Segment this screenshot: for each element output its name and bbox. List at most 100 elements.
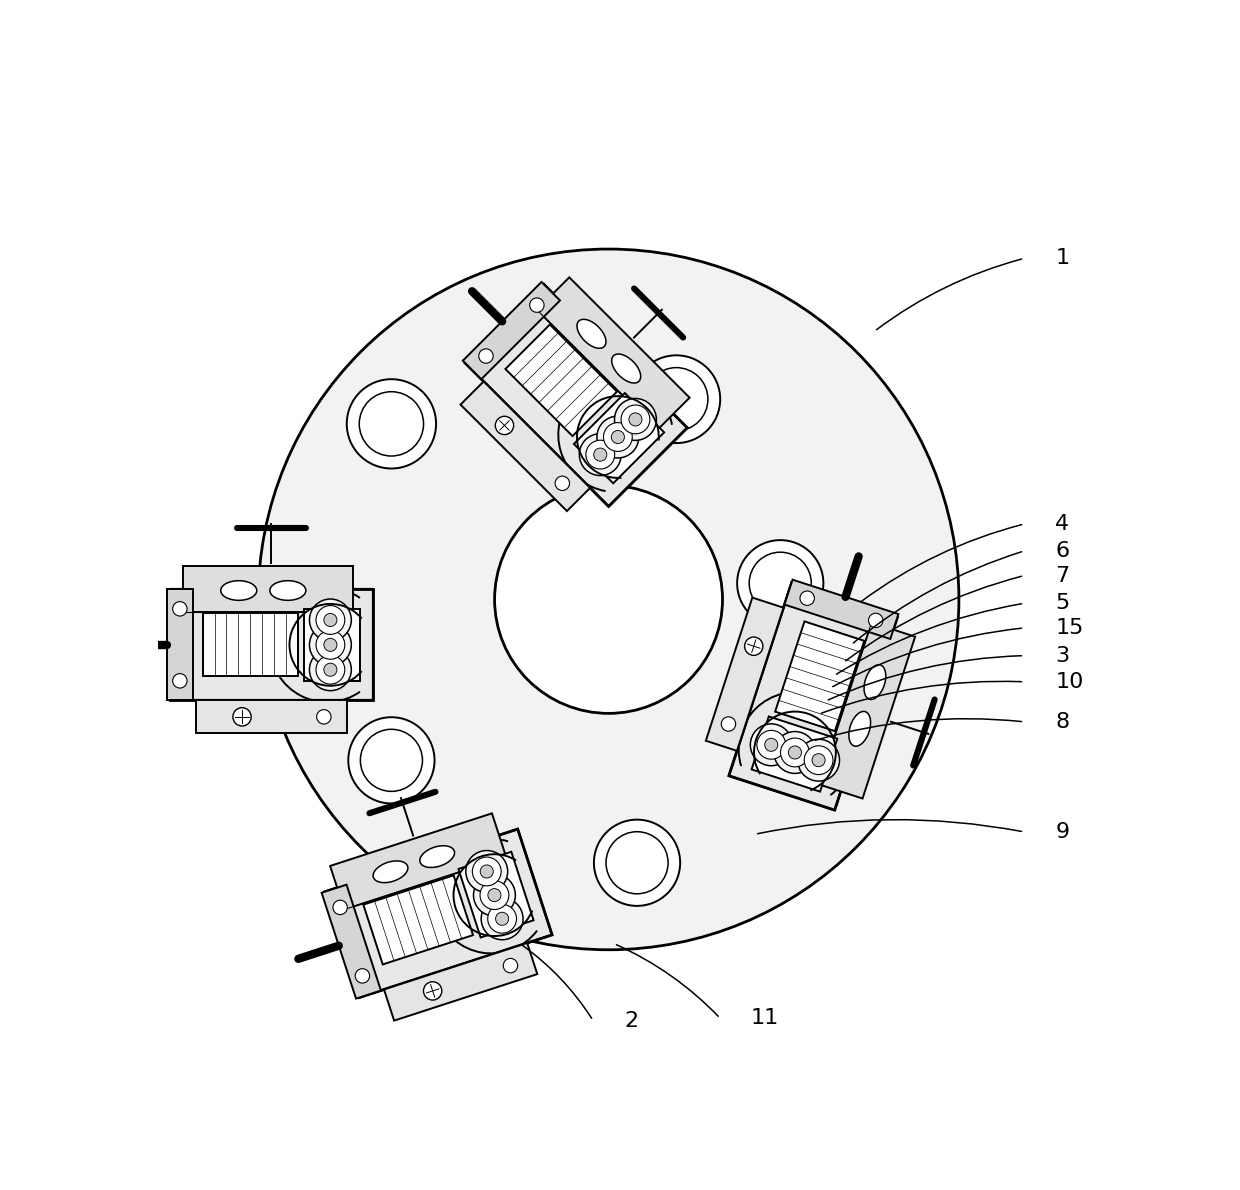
Circle shape	[334, 900, 347, 915]
Circle shape	[615, 399, 656, 440]
Text: 10: 10	[1055, 672, 1084, 691]
Circle shape	[487, 889, 501, 902]
Ellipse shape	[611, 353, 641, 383]
Circle shape	[604, 422, 632, 451]
Circle shape	[310, 649, 351, 690]
Polygon shape	[166, 589, 193, 701]
Circle shape	[347, 380, 436, 469]
Polygon shape	[818, 622, 915, 798]
Text: 11: 11	[751, 1008, 779, 1028]
Circle shape	[611, 431, 625, 444]
Circle shape	[310, 624, 351, 665]
Circle shape	[424, 982, 441, 1000]
Circle shape	[632, 356, 720, 443]
Circle shape	[496, 913, 508, 926]
Circle shape	[481, 897, 523, 940]
Ellipse shape	[373, 860, 408, 883]
Polygon shape	[321, 884, 381, 998]
Polygon shape	[729, 583, 898, 810]
Circle shape	[316, 631, 345, 659]
Ellipse shape	[270, 581, 306, 600]
Circle shape	[316, 606, 345, 634]
Circle shape	[360, 392, 424, 456]
Text: 8: 8	[1055, 712, 1069, 732]
Circle shape	[348, 718, 434, 803]
Circle shape	[594, 820, 681, 906]
Circle shape	[868, 613, 883, 627]
Circle shape	[805, 746, 833, 775]
Circle shape	[529, 298, 544, 312]
Circle shape	[629, 413, 642, 426]
Circle shape	[480, 865, 494, 878]
Polygon shape	[384, 942, 537, 1021]
Polygon shape	[184, 566, 353, 612]
Polygon shape	[785, 580, 899, 639]
Polygon shape	[325, 829, 552, 997]
Ellipse shape	[864, 665, 885, 700]
Circle shape	[316, 656, 345, 684]
Text: 5: 5	[1055, 594, 1069, 613]
Text: 2: 2	[624, 1010, 639, 1031]
Text: 15: 15	[1055, 618, 1084, 638]
Circle shape	[495, 486, 723, 713]
Circle shape	[579, 433, 621, 476]
Circle shape	[744, 637, 763, 656]
Circle shape	[324, 638, 337, 651]
Circle shape	[503, 958, 517, 972]
Text: 4: 4	[1055, 514, 1069, 534]
Circle shape	[596, 416, 639, 458]
Circle shape	[780, 738, 810, 766]
Circle shape	[466, 851, 507, 892]
Circle shape	[480, 881, 508, 909]
Ellipse shape	[577, 319, 606, 349]
Ellipse shape	[849, 712, 870, 746]
Circle shape	[789, 746, 801, 759]
Circle shape	[474, 875, 516, 916]
Circle shape	[487, 904, 517, 933]
Circle shape	[233, 708, 252, 726]
Circle shape	[310, 599, 351, 641]
Circle shape	[594, 449, 606, 462]
Circle shape	[495, 416, 513, 434]
Circle shape	[606, 832, 668, 894]
Polygon shape	[203, 613, 298, 676]
Polygon shape	[170, 589, 373, 701]
Polygon shape	[363, 876, 472, 964]
Polygon shape	[304, 609, 360, 681]
Circle shape	[556, 476, 569, 490]
Circle shape	[749, 552, 811, 614]
Polygon shape	[196, 701, 347, 733]
Circle shape	[585, 440, 615, 469]
Circle shape	[765, 738, 777, 751]
Circle shape	[355, 969, 370, 983]
Circle shape	[324, 613, 337, 626]
Circle shape	[324, 663, 337, 676]
Polygon shape	[706, 597, 784, 751]
Circle shape	[479, 349, 494, 363]
Ellipse shape	[221, 581, 257, 600]
Text: 9: 9	[1055, 822, 1069, 843]
Circle shape	[800, 591, 815, 606]
Text: 6: 6	[1055, 541, 1069, 560]
Circle shape	[774, 732, 816, 774]
Circle shape	[472, 857, 501, 885]
Polygon shape	[459, 852, 533, 938]
Circle shape	[172, 602, 187, 616]
Circle shape	[737, 540, 823, 626]
Text: 3: 3	[1055, 646, 1069, 665]
Polygon shape	[574, 393, 665, 483]
Text: 7: 7	[1055, 565, 1069, 585]
Polygon shape	[463, 282, 560, 380]
Polygon shape	[506, 325, 618, 436]
Circle shape	[172, 674, 187, 688]
Polygon shape	[460, 382, 590, 511]
Circle shape	[722, 716, 735, 731]
Polygon shape	[330, 813, 506, 909]
Circle shape	[756, 731, 786, 759]
Circle shape	[645, 368, 708, 431]
Circle shape	[797, 739, 839, 781]
Polygon shape	[465, 284, 687, 507]
Text: 1: 1	[1055, 249, 1069, 268]
Polygon shape	[751, 716, 837, 791]
Polygon shape	[537, 277, 689, 430]
